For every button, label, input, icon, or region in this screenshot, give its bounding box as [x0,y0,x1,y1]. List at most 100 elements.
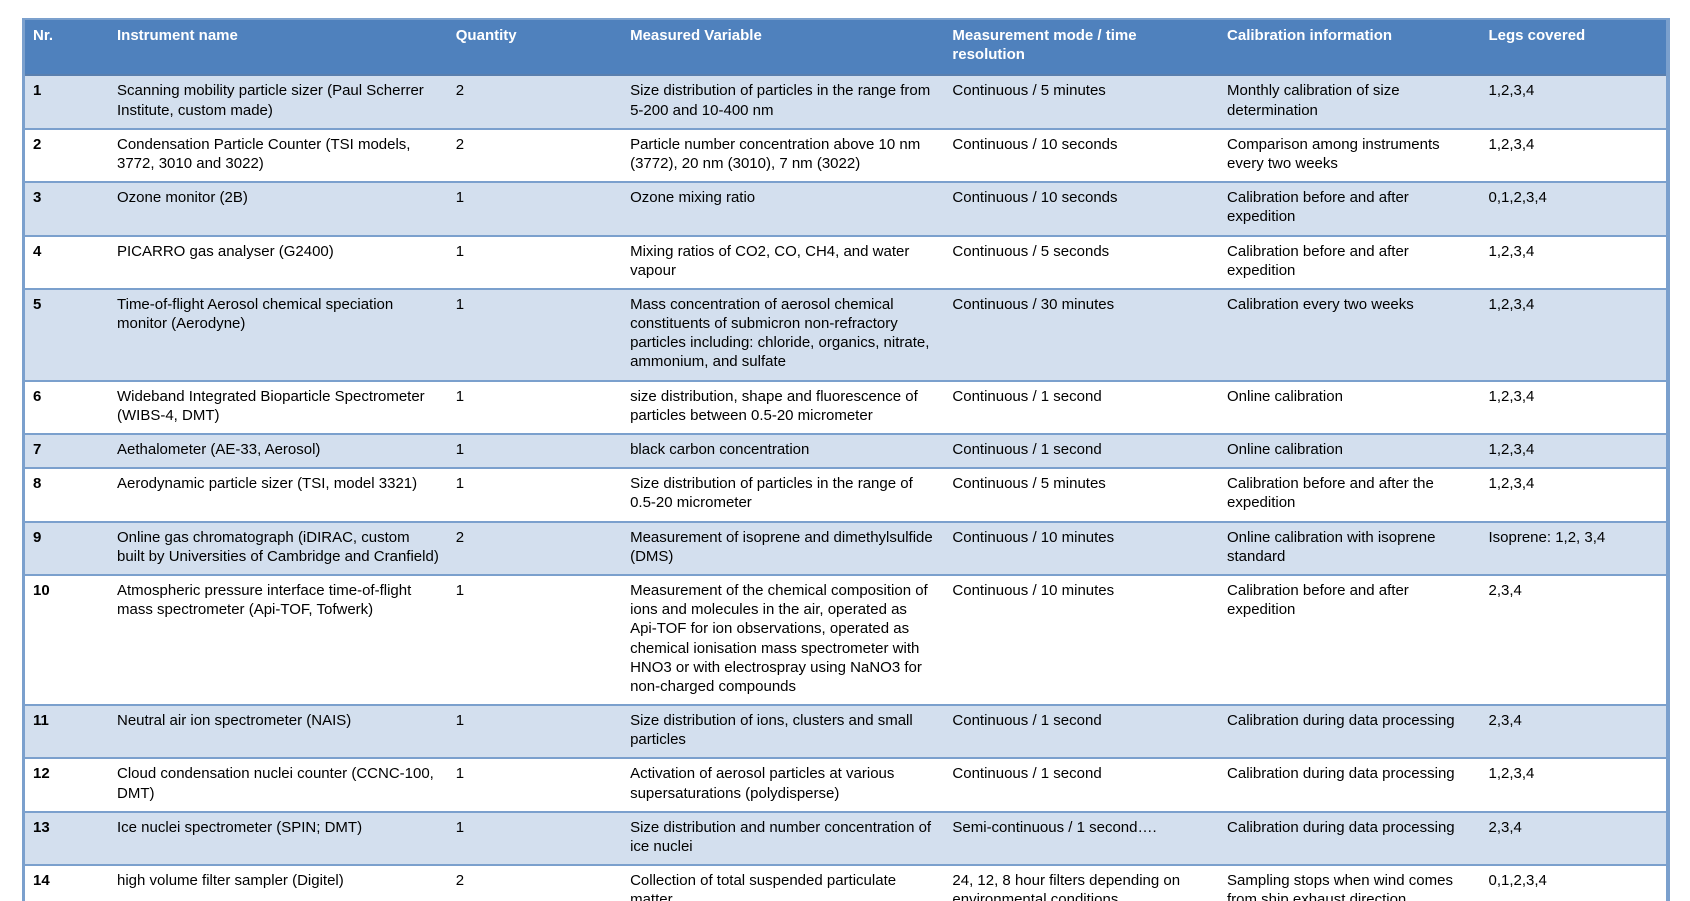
cell-instrument: Scanning mobility particle sizer (Paul S… [109,75,448,130]
cell-calibration: Calibration before and after expedition [1219,235,1481,290]
cell-quantity: 2 [447,128,623,184]
cell-nr: 7 [23,434,109,470]
cell-legs: 1,2,3,4 [1480,288,1668,382]
table-row: 7 Aethalometer (AE-33, Aerosol) 1 black car… [23,434,1668,470]
cell-mode: Continuous / 10 minutes [944,521,1220,576]
cell-legs: 1,2,3,4 [1480,468,1668,523]
cell-quantity: 2 [447,75,623,130]
cell-instrument: Aerodynamic particle sizer (TSI, model 3… [109,468,448,523]
cell-calibration: Calibration every two weeks [1219,288,1481,382]
cell-mode: Semi-continuous / 1 second…. [944,811,1220,867]
cell-calibration: Sampling stops when wind comes from ship… [1219,865,1481,901]
cell-instrument: Condensation Particle Counter (TSI model… [109,128,448,184]
cell-calibration: Calibration before and after the expedit… [1219,468,1481,523]
table-row: 12 Cloud condensation nuclei counter (CCN… [23,758,1668,813]
table-header: Nr. Instrument name Quantity Measured Va… [23,19,1668,77]
cell-legs: 1,2,3,4 [1480,75,1668,130]
cell-quantity: 1 [447,468,623,523]
cell-calibration: Comparison among instruments every two w… [1219,128,1481,184]
cell-instrument: Time-of-flight Aerosol chemical speciati… [109,288,448,382]
cell-legs: 2,3,4 [1480,705,1668,760]
cell-variable: Activation of aerosol particles at vario… [622,758,945,813]
cell-calibration: Calibration before and after expedition [1219,574,1481,707]
cell-nr: 13 [23,811,109,867]
cell-instrument: high volume filter sampler (Digitel) [109,865,448,901]
column-header-measured-variable: Measured Variable [622,19,945,77]
cell-variable: Collection of total suspended particulat… [622,865,945,901]
table-body: 1 Scanning mobility particle sizer (Paul … [23,75,1668,901]
cell-nr: 9 [23,521,109,576]
cell-nr: 2 [23,128,109,184]
cell-nr: 3 [23,182,109,237]
table-row: 3 Ozone monitor (2B) 1 Ozone mixing ratio Co… [23,182,1668,237]
cell-legs: 2,3,4 [1480,811,1668,867]
cell-instrument: Atmospheric pressure interface time-of-f… [109,574,448,707]
cell-legs: 0,1,2,3,4 [1480,865,1668,901]
cell-legs: Isoprene: 1,2, 3,4 [1480,521,1668,576]
cell-nr: 8 [23,468,109,523]
cell-legs: 1,2,3,4 [1480,128,1668,184]
cell-variable: Size distribution and number concentrati… [622,811,945,867]
cell-variable: Particle number concentration above 10 n… [622,128,945,184]
column-header-instrument-name: Instrument name [109,19,448,77]
cell-instrument: Aethalometer (AE-33, Aerosol) [109,434,448,470]
header-row: Nr. Instrument name Quantity Measured Va… [23,19,1668,77]
cell-quantity: 1 [447,574,623,707]
cell-quantity: 1 [447,434,623,470]
column-header-nr: Nr. [23,19,109,77]
table-row: 10 Atmospheric pressure interface time-of… [23,574,1668,707]
cell-variable: Measurement of isoprene and dimethylsulf… [622,521,945,576]
cell-nr: 1 [23,75,109,130]
table-row: 5 Time-of-flight Aerosol chemical speciat… [23,288,1668,382]
cell-variable: size distribution, shape and fluorescenc… [622,380,945,436]
cell-nr: 6 [23,380,109,436]
column-header-measurement-mode: Measurement mode / time resolution [944,19,1220,77]
cell-calibration: Calibration during data processing [1219,705,1481,760]
cell-quantity: 1 [447,705,623,760]
cell-quantity: 1 [447,182,623,237]
cell-mode: Continuous / 1 second [944,434,1220,470]
table-row: 8 Aerodynamic particle sizer (TSI, model … [23,468,1668,523]
cell-mode: Continuous / 5 seconds [944,235,1220,290]
cell-quantity: 1 [447,758,623,813]
cell-nr: 11 [23,705,109,760]
cell-mode: Continuous / 10 seconds [944,182,1220,237]
table-row: 1 Scanning mobility particle sizer (Paul … [23,75,1668,130]
cell-mode: Continuous / 10 seconds [944,128,1220,184]
cell-instrument: Wideband Integrated Bioparticle Spectrom… [109,380,448,436]
cell-calibration: Online calibration [1219,434,1481,470]
cell-quantity: 1 [447,235,623,290]
cell-legs: 1,2,3,4 [1480,380,1668,436]
cell-instrument: PICARRO gas analyser (G2400) [109,235,448,290]
cell-legs: 0,1,2,3,4 [1480,182,1668,237]
cell-calibration: Online calibration with isoprene standar… [1219,521,1481,576]
cell-quantity: 1 [447,380,623,436]
cell-mode: Continuous / 10 minutes [944,574,1220,707]
cell-variable: Size distribution of ions, clusters and … [622,705,945,760]
instruments-table: Nr. Instrument name Quantity Measured Va… [22,18,1670,901]
cell-calibration: Calibration during data processing [1219,758,1481,813]
cell-legs: 1,2,3,4 [1480,235,1668,290]
cell-quantity: 2 [447,521,623,576]
cell-nr: 5 [23,288,109,382]
cell-variable: black carbon concentration [622,434,945,470]
cell-instrument: Neutral air ion spectrometer (NAIS) [109,705,448,760]
cell-variable: Size distribution of particles in the ra… [622,75,945,130]
cell-mode: Continuous / 5 minutes [944,468,1220,523]
cell-quantity: 1 [447,288,623,382]
table-row: 2 Condensation Particle Counter (TSI mode… [23,128,1668,184]
column-header-legs-covered: Legs covered [1480,19,1668,77]
cell-quantity: 2 [447,865,623,901]
column-header-calibration-information: Calibration information [1219,19,1481,77]
cell-nr: 4 [23,235,109,290]
table-row: 14 high volume filter sampler (Digitel) 2 C… [23,865,1668,901]
cell-calibration: Monthly calibration of size determinatio… [1219,75,1481,130]
cell-variable: Measurement of the chemical composition … [622,574,945,707]
table-row: 6 Wideband Integrated Bioparticle Spectro… [23,380,1668,436]
cell-calibration: Online calibration [1219,380,1481,436]
cell-mode: Continuous / 1 second [944,705,1220,760]
cell-nr: 14 [23,865,109,901]
cell-calibration: Calibration before and after expedition [1219,182,1481,237]
cell-mode: Continuous / 30 minutes [944,288,1220,382]
